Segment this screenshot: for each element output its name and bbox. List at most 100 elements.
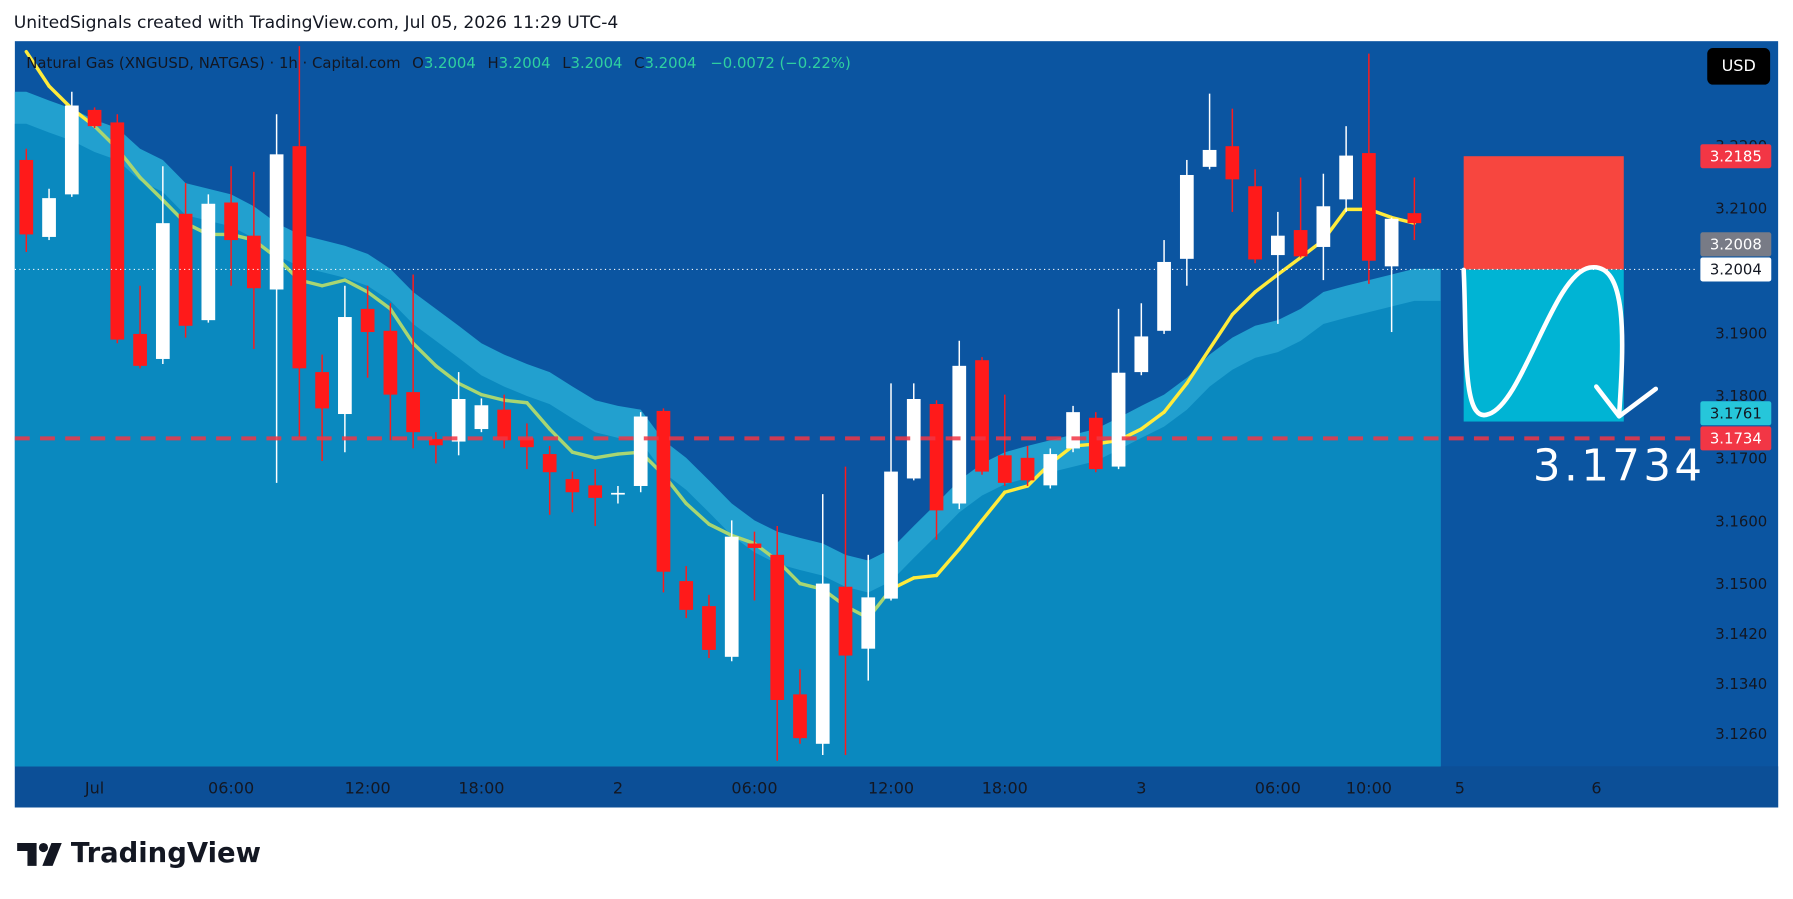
candle-body xyxy=(64,105,79,195)
y-tick-label: 3.2100 xyxy=(1715,199,1767,217)
ma-line xyxy=(1276,255,1303,277)
ohlc-label: C xyxy=(634,54,644,72)
candle-body xyxy=(702,606,716,650)
candle-body xyxy=(542,454,557,473)
candle-body xyxy=(1043,454,1058,486)
ma-line xyxy=(1253,272,1280,294)
price-label-box xyxy=(1700,257,1772,282)
ma-line xyxy=(365,290,393,311)
ohlc-value: 3.2004 xyxy=(644,54,696,72)
candle-body xyxy=(383,330,398,395)
x-tick-label: Jul xyxy=(84,779,104,798)
ma-line xyxy=(479,392,506,402)
price-label-box xyxy=(1700,232,1772,257)
candle-body xyxy=(1225,146,1240,180)
ma-line xyxy=(320,278,347,288)
candle-body xyxy=(838,586,853,656)
ma-line xyxy=(1207,312,1235,351)
candle-body xyxy=(952,365,967,504)
x-tick-label: 10:00 xyxy=(1346,779,1392,798)
x-tick-label: 18:00 xyxy=(458,779,504,798)
x-tick-label: 2 xyxy=(613,779,623,798)
price-label: 3.2185 xyxy=(1710,147,1762,165)
stop-zone xyxy=(1463,156,1624,270)
ma-line xyxy=(593,452,620,460)
ma-line xyxy=(1003,484,1030,494)
candle-body xyxy=(1248,186,1262,260)
candle-body xyxy=(497,409,512,441)
candle-body xyxy=(1316,206,1331,247)
candle-body xyxy=(178,213,193,326)
legend: Natural Gas (XNGUSD, NATGAS) · 1h · Capi… xyxy=(26,54,850,72)
ma-line xyxy=(707,522,734,538)
y-tick-label: 3.1800 xyxy=(1715,387,1767,405)
ma-line xyxy=(912,573,939,580)
y-tick-label: 3.1260 xyxy=(1715,725,1767,743)
candle-body xyxy=(246,235,261,289)
ma-line xyxy=(934,547,961,578)
candle-body xyxy=(679,581,694,610)
ma-line xyxy=(1162,381,1189,414)
candle-body xyxy=(1384,218,1399,267)
candle-body xyxy=(19,159,34,235)
attribution: UnitedSignals created with TradingView.c… xyxy=(14,13,619,33)
target-zone xyxy=(1463,269,1624,422)
logo-part xyxy=(42,842,62,866)
candle-body xyxy=(1202,149,1217,167)
candle-body xyxy=(1339,155,1353,200)
candle-body xyxy=(724,536,739,657)
x-tick-label: 5 xyxy=(1455,779,1465,798)
x-tick-label: 06:00 xyxy=(1255,779,1301,798)
x-tick-label: 06:00 xyxy=(208,779,254,798)
ohlc-label: H xyxy=(487,54,498,72)
price-label: 3.2004 xyxy=(1710,261,1762,279)
candle-body xyxy=(656,410,671,572)
y-tick-label: 3.1900 xyxy=(1715,325,1767,343)
candle-body xyxy=(633,416,648,486)
candle-body xyxy=(315,372,329,409)
candle-body xyxy=(87,109,102,127)
candle-body xyxy=(474,405,489,430)
price-label: 3.1734 xyxy=(1710,430,1762,448)
symbol: Natural Gas (XNGUSD, NATGAS) · 1h · Capi… xyxy=(26,54,400,72)
candle-body xyxy=(997,455,1012,483)
candle-body xyxy=(1179,174,1194,259)
ma-line xyxy=(24,49,51,88)
candle-body xyxy=(269,154,284,290)
y-tick-label: 3.1500 xyxy=(1715,575,1767,593)
currency-button[interactable] xyxy=(1707,48,1771,85)
candle-body xyxy=(360,308,375,333)
ma-line xyxy=(411,341,438,368)
x-tick-label: 06:00 xyxy=(731,779,777,798)
ma-line xyxy=(388,307,415,346)
area-layer xyxy=(14,91,1441,767)
candle-body xyxy=(611,492,625,495)
currency-label[interactable]: USD xyxy=(1722,56,1756,75)
candle-body xyxy=(133,333,147,366)
candle-body xyxy=(42,198,56,237)
price-label: 3.2008 xyxy=(1710,235,1762,253)
price-label-box xyxy=(1700,401,1772,426)
x-tick-label: 12:00 xyxy=(345,779,391,798)
ma-line xyxy=(684,501,711,526)
candle-body xyxy=(815,583,830,744)
candle-body xyxy=(451,399,466,442)
candle-body xyxy=(565,479,580,493)
price-label-box xyxy=(1700,144,1772,169)
x-tick-label: 6 xyxy=(1591,779,1601,798)
y-tick-label: 3.1600 xyxy=(1715,512,1767,530)
ma-line xyxy=(434,364,461,386)
candle-body xyxy=(747,543,762,548)
candle-body xyxy=(1134,336,1149,373)
ma-line xyxy=(980,490,1007,523)
candle-body xyxy=(1270,235,1285,256)
ma-line xyxy=(456,381,484,397)
ma-line xyxy=(47,84,74,111)
drawn-curve xyxy=(1461,265,1625,418)
x-tick-label: 12:00 xyxy=(868,779,914,798)
ma-line xyxy=(570,450,597,460)
candle-body xyxy=(1362,153,1376,261)
ma-line xyxy=(502,398,529,405)
